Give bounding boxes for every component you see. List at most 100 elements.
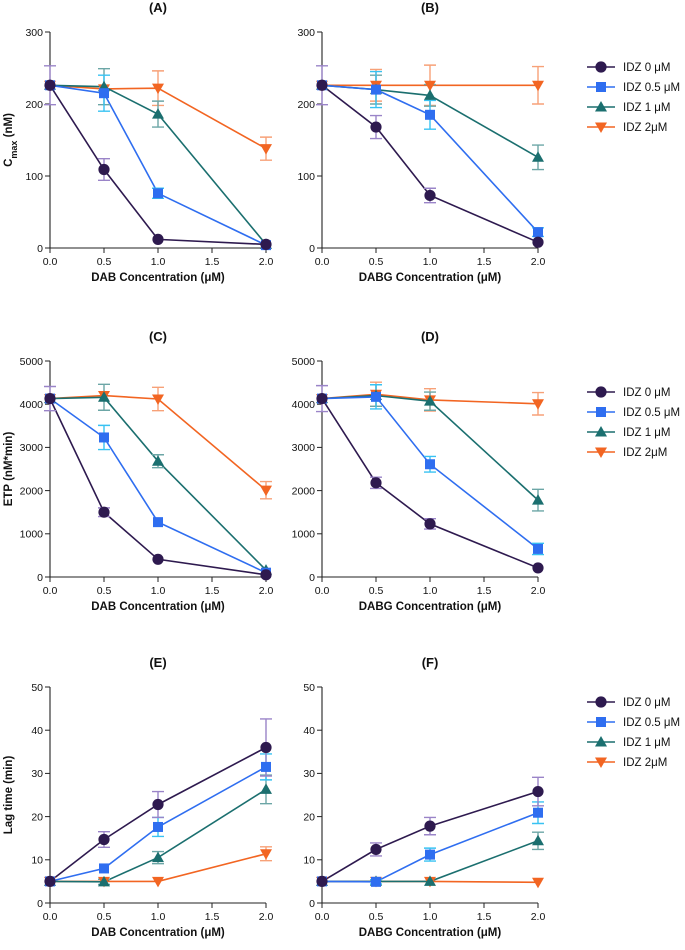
y-tick-label: 100 [297,171,315,183]
panel-title: (F) [422,655,439,670]
panel-e: (E) 0 10 20 30 40 50 0.0 0.5 1.0 1.5 2.0 DAB Concent… [3,655,273,939]
panel-b: (B) 0 100 200 300 0.0 0.5 1.0 1.5 2.0 DABG Concent… [297,0,545,284]
legend-label: IDZ 0.5 μM [623,717,680,729]
x-tick-label: 1.0 [151,911,166,923]
y-tick-label: 5000 [292,356,316,368]
data-point [152,455,164,466]
x-axis-label: DABG Concentration (μM) [359,927,502,939]
data-point [260,569,272,581]
x-tick-label: 0.0 [43,256,58,268]
data-point [371,84,381,95]
x-tick-label: 0.5 [369,585,384,597]
y-tick-label: 4000 [20,399,44,411]
panel-title: (E) [149,655,166,670]
series-line-0 [49,84,267,246]
legend-marker [595,426,607,437]
y-tick-label: 0 [309,243,315,255]
legend-label: IDZ 0 μM [623,697,671,709]
y-tick-label: 0 [309,572,315,584]
x-tick-label: 0.5 [97,911,112,923]
series-line-1 [49,397,267,574]
legend-item: IDZ 0 μM [587,61,671,74]
legend-label: IDZ 0 μM [623,62,671,74]
legend-label: IDZ 0.5 μM [623,407,680,419]
legend-item: IDZ 0 μM [587,386,671,399]
legend-marker [596,717,606,727]
data-point [532,80,544,92]
legend-marker [595,736,607,747]
legend-label: IDZ 0.5 μM [623,82,680,94]
series-line-0 [321,790,539,883]
legend-label: IDZ 2μM [623,447,667,459]
legend-item: IDZ 0 μM [587,696,671,709]
data-point [99,432,109,443]
panel-title: (A) [149,0,167,15]
legend-marker [596,82,606,92]
data-point [152,553,164,565]
y-tick-label: 0 [37,898,43,910]
x-tick-label: 2.0 [259,585,274,597]
data-point [44,392,56,405]
series-line-3 [49,394,267,491]
x-axis-label: DABG Concentration (μM) [359,272,502,284]
y-tick-label: 300 [297,27,315,39]
series-line-2 [49,788,267,883]
data-point [98,875,110,887]
y-tick-label: 5000 [20,356,44,368]
y-tick-label: 2000 [20,485,44,497]
data-point [152,83,164,95]
series-line-1 [321,396,539,550]
data-point [424,518,436,530]
legend-item: IDZ 2μM [587,122,667,134]
y-axis-label: Cmax (nM) [3,113,19,167]
series-line-3 [49,84,267,150]
data-point [532,834,544,846]
data-point [532,562,544,574]
data-point [260,485,272,497]
data-point [260,238,272,250]
data-point [316,79,328,91]
y-tick-label: 100 [25,171,43,183]
legend-item: IDZ 2μM [587,447,667,459]
x-tick-label: 2.0 [531,585,546,597]
data-point [532,494,544,505]
series-line-1 [49,766,267,883]
y-tick-label: 3000 [292,442,316,454]
data-point [533,543,543,554]
data-point [98,391,110,402]
series-line-1 [321,811,539,883]
legend-row-2: IDZ 0 μM IDZ 0.5 μM IDZ 1 μM IDZ 2μM [587,386,680,459]
data-point [424,189,436,202]
data-point [152,394,164,406]
panel-d: (D) 0 1000 2000 3000 4000 5000 0.0 0.5 1.0 1.5 2.0 D… [292,329,546,613]
x-axis-label: DAB Concentration (μM) [91,927,225,939]
x-tick-label: 2.0 [531,256,546,268]
data-point [532,877,544,889]
y-tick-label: 1000 [20,529,44,541]
x-tick-label: 0.5 [97,585,112,597]
panel-a: (A) 0 100 200 300 0.0 0.5 1.0 1.5 2.0 DAB Concentr… [3,0,273,284]
data-point [370,843,382,856]
y-tick-label: 30 [303,768,315,780]
y-tick-label: 10 [303,855,315,867]
y-tick-label: 2000 [292,485,316,497]
data-point [532,151,544,162]
series-line-0 [321,398,539,569]
data-point [98,506,110,518]
y-tick-label: 20 [31,811,43,823]
y-tick-label: 300 [25,27,43,39]
panel-title: (B) [421,0,439,15]
data-point [371,391,381,402]
panel-title: (D) [421,329,439,344]
data-point [44,875,56,888]
legend-marker [596,407,606,417]
data-point [260,849,272,860]
legend-item: IDZ 2μM [587,757,667,769]
legend-row-1: IDZ 0 μM IDZ 0.5 μM IDZ 1 μM IDZ 2μM [587,61,680,134]
data-point [98,833,110,846]
legend-marker [595,386,607,398]
x-tick-label: 2.0 [531,911,546,923]
x-tick-label: 1.5 [477,911,492,923]
y-tick-label: 3000 [20,442,44,454]
series-line-0 [49,398,267,576]
